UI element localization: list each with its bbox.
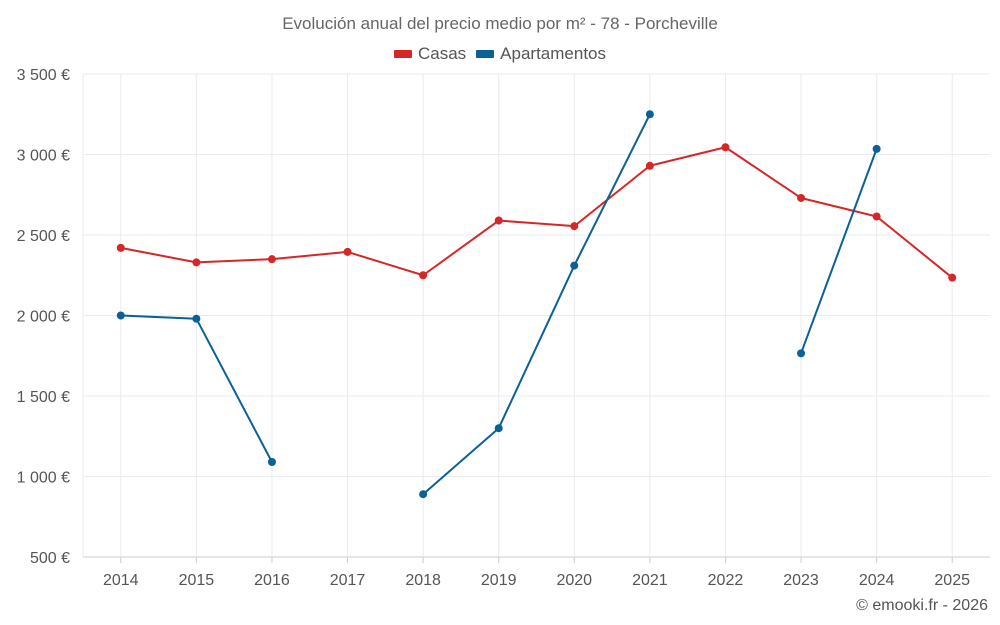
y-tick-label: 2 000 € bbox=[17, 309, 70, 326]
copyright-text: © emooki.fr - 2026 bbox=[856, 597, 988, 614]
legend-swatch-casas bbox=[393, 50, 412, 58]
data-point-apartamentos-2018 bbox=[419, 490, 428, 499]
legend-label-apartamentos: Apartamentos bbox=[500, 44, 607, 63]
x-tick-label: 2015 bbox=[179, 572, 215, 589]
y-tick-label: 500 € bbox=[30, 550, 70, 567]
y-tick-label: 3 500 € bbox=[17, 67, 70, 84]
x-tick-label: 2025 bbox=[934, 572, 970, 589]
series-line-apartamentos bbox=[422, 113, 651, 495]
data-point-casas-2025 bbox=[948, 273, 957, 282]
x-tick-label: 2021 bbox=[632, 572, 668, 589]
x-tick-label: 2020 bbox=[556, 572, 592, 589]
data-point-casas-2020 bbox=[570, 222, 579, 231]
x-tick-label: 2022 bbox=[708, 572, 744, 589]
data-point-apartamentos-2016 bbox=[267, 458, 276, 467]
x-tick-label: 2019 bbox=[481, 572, 517, 589]
data-point-casas-2022 bbox=[721, 143, 730, 152]
data-point-casas-2019 bbox=[494, 216, 503, 225]
y-tick-label: 1 000 € bbox=[17, 470, 70, 487]
x-tick-label: 2016 bbox=[254, 572, 290, 589]
series-line-casas bbox=[120, 146, 953, 279]
data-point-casas-2024 bbox=[872, 212, 881, 221]
x-tick-label: 2017 bbox=[330, 572, 366, 589]
y-tick-label: 1 500 € bbox=[17, 389, 70, 406]
x-tick-label: 2018 bbox=[405, 572, 441, 589]
legend-swatch-apartamentos bbox=[476, 50, 495, 58]
data-point-casas-2021 bbox=[645, 161, 654, 170]
data-point-apartamentos-2024 bbox=[872, 144, 881, 153]
data-point-casas-2015 bbox=[192, 258, 201, 267]
data-point-casas-2014 bbox=[116, 243, 125, 252]
data-point-casas-2018 bbox=[419, 271, 428, 280]
data-point-apartamentos-2014 bbox=[116, 311, 125, 320]
x-tick-label: 2014 bbox=[103, 572, 139, 589]
legend-label-casas: Casas bbox=[417, 44, 467, 63]
chart-title: Evolución anual del precio medio por m² … bbox=[282, 14, 718, 33]
data-point-apartamentos-2023 bbox=[797, 349, 806, 358]
series-line-apartamentos bbox=[800, 148, 878, 354]
data-point-casas-2017 bbox=[343, 247, 352, 256]
data-point-apartamentos-2019 bbox=[494, 424, 503, 433]
y-tick-label: 2 500 € bbox=[17, 228, 70, 245]
data-point-apartamentos-2020 bbox=[570, 261, 579, 270]
data-point-casas-2023 bbox=[797, 193, 806, 202]
data-point-apartamentos-2015 bbox=[192, 314, 201, 323]
x-tick-label: 2024 bbox=[859, 572, 895, 589]
y-tick-label: 3 000 € bbox=[17, 148, 70, 165]
legend-item-apartamentos[interactable]: Apartamentos bbox=[476, 44, 606, 64]
data-point-casas-2016 bbox=[267, 255, 276, 264]
legend-item-casas[interactable]: Casas bbox=[393, 44, 467, 64]
x-tick-label: 2023 bbox=[783, 572, 819, 589]
legend: Casas Apartamentos bbox=[0, 44, 1000, 64]
data-point-apartamentos-2021 bbox=[645, 110, 654, 119]
